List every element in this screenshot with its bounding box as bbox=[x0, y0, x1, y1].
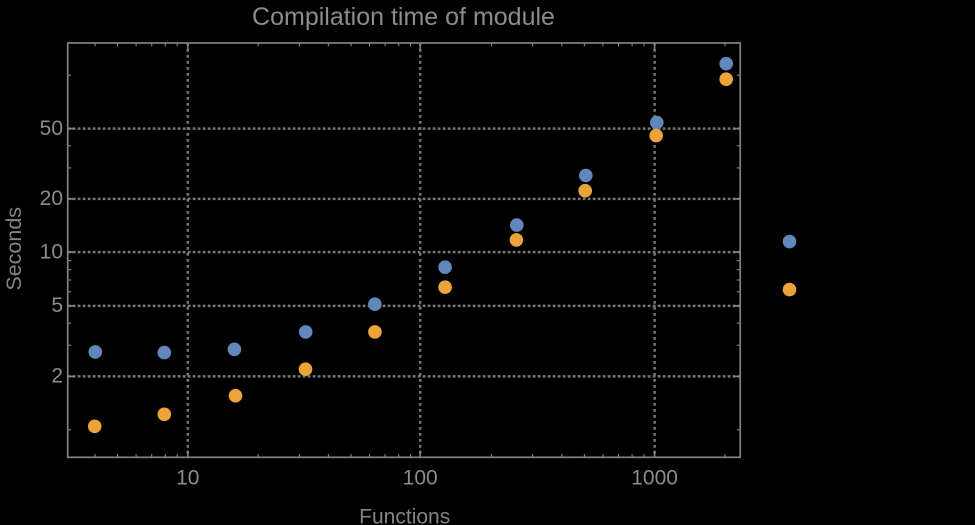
svg-text:50: 50 bbox=[40, 117, 63, 140]
svg-text:10: 10 bbox=[40, 240, 63, 263]
svg-text:Functions: Functions bbox=[359, 506, 450, 525]
svg-text:100: 100 bbox=[403, 467, 438, 490]
svg-text:10: 10 bbox=[176, 467, 199, 490]
svg-text:Compilation time of module: Compilation time of module bbox=[252, 3, 555, 31]
svg-text:5: 5 bbox=[51, 294, 63, 317]
svg-text:2: 2 bbox=[51, 365, 63, 388]
svg-text:1000: 1000 bbox=[631, 467, 678, 490]
svg-text:Seconds: Seconds bbox=[2, 207, 26, 291]
svg-text:20: 20 bbox=[40, 187, 63, 210]
